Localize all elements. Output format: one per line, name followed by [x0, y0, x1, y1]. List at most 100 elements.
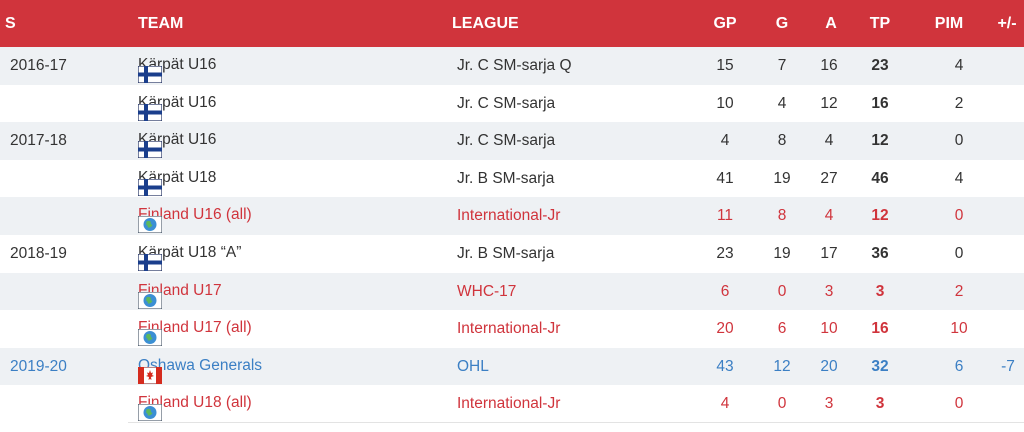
tp-cell: 3: [875, 395, 885, 413]
a-cell: 27: [820, 169, 838, 187]
table-header: S TEAM LEAGUE GP G A TP PIM +/-: [0, 0, 1024, 47]
gp-cell: 6: [720, 282, 730, 300]
team-cell[interactable]: Finland U17: [138, 282, 222, 309]
team-cell[interactable]: Finland U16 (all): [138, 206, 252, 234]
a-cell: 4: [824, 207, 834, 225]
season-cell: 2019-20: [10, 357, 67, 375]
tp-cell: 16: [871, 94, 889, 112]
tp-cell: 32: [871, 357, 889, 375]
gp-cell: 15: [716, 57, 734, 74]
gp-cell: 43: [716, 357, 734, 375]
pim-cell: 0: [954, 244, 964, 262]
season-cell: 2018-19: [10, 244, 67, 262]
team-cell[interactable]: Oshawa Generals: [138, 356, 263, 384]
league-link[interactable]: International-Jr: [457, 395, 561, 413]
finland-flag-icon: [138, 141, 162, 159]
league-link[interactable]: Jr. C SM-sarja Q: [457, 57, 572, 74]
team-link[interactable]: Oshawa Generals: [138, 356, 263, 374]
g-cell: 6: [777, 320, 787, 338]
header-a[interactable]: A: [825, 15, 837, 32]
league-link[interactable]: WHC-17: [457, 282, 517, 300]
season-cell: 2017-18: [10, 132, 67, 150]
league-link[interactable]: Jr. C SM-sarja: [457, 132, 556, 150]
pim-cell: 2: [954, 94, 964, 112]
team-cell[interactable]: Kärpät U18 “A”: [138, 243, 242, 271]
tp-cell: 3: [875, 282, 885, 300]
table-bottom-border: [128, 422, 1024, 423]
canada-flag-icon: [138, 366, 162, 384]
header-pim[interactable]: PIM: [934, 15, 964, 32]
gp-cell: 4: [720, 132, 730, 150]
pim-cell: 4: [954, 169, 964, 187]
a-cell: 10: [820, 320, 838, 338]
plus-minus-cell: -7: [1001, 357, 1015, 375]
g-cell: 12: [773, 357, 791, 375]
player-stats-table: S TEAM LEAGUE GP G A TP PIM +/- 2016-17 …: [0, 0, 1024, 423]
pim-cell: 6: [954, 357, 964, 375]
tp-cell: 46: [871, 169, 889, 187]
a-cell: 4: [824, 132, 834, 150]
league-link[interactable]: Jr. B SM-sarja: [457, 244, 555, 262]
g-cell: 7: [777, 57, 787, 74]
team-cell[interactable]: Kärpät U16: [138, 131, 216, 159]
team-link[interactable]: Finland U18 (all): [138, 394, 252, 412]
league-link[interactable]: Jr. C SM-sarja: [457, 94, 556, 112]
header-season[interactable]: S: [5, 15, 16, 32]
a-cell: 3: [824, 282, 834, 300]
globe-icon: [138, 216, 162, 234]
table-row: Finland U18 (all) International-Jr 4 0 3…: [0, 385, 1024, 423]
pim-cell: 0: [954, 207, 964, 225]
team-cell[interactable]: Finland U17 (all): [138, 319, 252, 347]
table-row: Finland U16 (all) International-Jr 11 8 …: [0, 197, 1024, 235]
g-cell: 8: [777, 207, 787, 225]
g-cell: 19: [773, 244, 791, 262]
g-cell: 8: [777, 132, 787, 150]
finland-flag-icon: [138, 66, 162, 83]
tp-cell: 16: [871, 320, 889, 338]
table-row: 2019-20 Oshawa Generals OHL 43 12 20 32 …: [0, 347, 1024, 386]
team-cell[interactable]: Kärpät U18: [138, 169, 216, 196]
table-row: Kärpät U18 Jr. B SM-sarja 41 19 27 46 4: [0, 160, 1024, 198]
gp-cell: 23: [716, 244, 734, 262]
header-gp[interactable]: GP: [713, 15, 737, 32]
table-row: 2016-17 Kärpät U16 Jr. C SM-sarja Q 15 7…: [0, 47, 1024, 85]
a-cell: 17: [820, 244, 838, 262]
g-cell: 0: [777, 395, 787, 413]
finland-flag-icon: [138, 178, 162, 196]
a-cell: 12: [820, 94, 838, 112]
pim-cell: 0: [954, 132, 964, 150]
a-cell: 16: [820, 57, 838, 74]
pim-cell: 2: [954, 282, 964, 300]
table-row: Finland U17 (all) International-Jr 20 6 …: [0, 310, 1024, 348]
league-link[interactable]: Jr. B SM-sarja: [457, 169, 555, 187]
globe-icon: [138, 329, 162, 347]
pim-cell: 10: [950, 320, 968, 338]
league-link[interactable]: International-Jr: [457, 207, 561, 225]
header-plus-minus[interactable]: +/-: [997, 15, 1017, 32]
header-team[interactable]: TEAM: [138, 15, 184, 32]
header-league[interactable]: LEAGUE: [452, 15, 519, 32]
season-cell: 2016-17: [10, 57, 67, 74]
table-row: Finland U17 WHC-17 6 0 3 3 2: [0, 272, 1024, 311]
team-link[interactable]: Finland U17 (all): [138, 319, 252, 337]
league-link[interactable]: International-Jr: [457, 320, 561, 338]
header-g[interactable]: G: [775, 15, 789, 32]
g-cell: 19: [773, 169, 791, 187]
g-cell: 0: [777, 282, 787, 300]
gp-cell: 10: [716, 94, 734, 112]
table-row: 2018-19 Kärpät U18 “A” Jr. B SM-sarja 23…: [0, 235, 1024, 273]
table-row: Kärpät U16 Jr. C SM-sarja 10 4 12 16 2: [0, 85, 1024, 123]
tp-cell: 12: [871, 132, 889, 150]
tp-cell: 23: [871, 57, 889, 74]
team-cell[interactable]: Kärpät U16: [138, 56, 216, 83]
pim-cell: 4: [954, 57, 964, 74]
team-link[interactable]: Kärpät U18 “A”: [138, 243, 242, 261]
team-cell[interactable]: Kärpät U16: [138, 94, 216, 121]
globe-icon: [138, 291, 162, 309]
header-tp[interactable]: TP: [869, 15, 891, 32]
team-cell[interactable]: Finland U18 (all): [138, 394, 252, 422]
league-link[interactable]: OHL: [457, 357, 489, 375]
team-link[interactable]: Finland U16 (all): [138, 206, 252, 224]
gp-cell: 4: [720, 395, 730, 413]
tp-cell: 12: [871, 207, 889, 225]
